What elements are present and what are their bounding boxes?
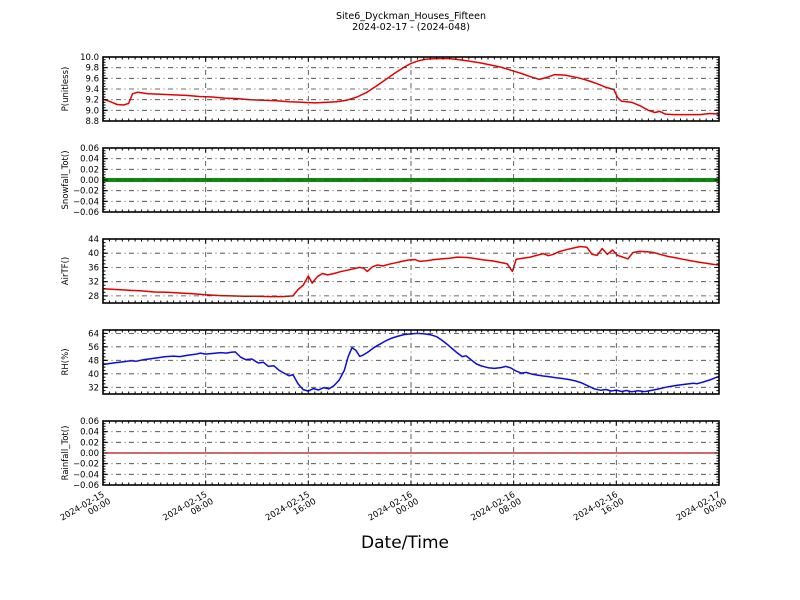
panel-snowfall-tot: −0.06−0.04−0.020.000.020.040.06 Snowfall_…	[61, 144, 720, 218]
y-tick-label: 40	[88, 249, 99, 259]
panel-airtf: 28 32 36 40 44 AirTF()	[61, 235, 720, 304]
x-axis-title: Date/Time	[361, 533, 449, 553]
y-tick-label: −0.02	[73, 460, 99, 470]
series-p-unitless	[103, 57, 719, 116]
y-tick-label: 32	[88, 383, 99, 393]
y-tick-label: 9.6	[85, 74, 99, 84]
y-tick-label: 36	[88, 263, 99, 273]
x-tick-label: 2024-02-1616:00	[572, 489, 626, 531]
series-airtf	[103, 245, 719, 298]
y-tick-label: −0.06	[73, 481, 99, 491]
y-tick-label: 32	[88, 278, 99, 288]
x-tick-label: 2024-02-1700:00	[675, 489, 729, 531]
y-tick-label: 56	[88, 343, 99, 353]
x-tick-labels: 2024-02-1500:00 2024-02-1508:00 2024-02-15…	[59, 489, 729, 531]
y-tick-label: 44	[88, 235, 99, 245]
y-axis-label: Snowfall_Tot()	[61, 150, 71, 209]
y-axis-label: AirTF()	[61, 257, 71, 285]
chart-subtitle: 2024-02-17 - (2024-048)	[352, 22, 470, 33]
y-tick-label: 0.06	[80, 144, 99, 154]
y-tick-label: 48	[88, 356, 99, 366]
y-tick-label: 28	[88, 292, 99, 302]
y-axis-label: P(unitless)	[61, 67, 71, 112]
y-tick-label: −0.04	[73, 197, 99, 207]
y-tick-label: 8.8	[85, 117, 99, 127]
y-tick-label: 9.4	[85, 85, 99, 95]
y-axis-label: Rainfall_Tot()	[61, 426, 71, 481]
x-tick-label: 2024-02-1600:00	[367, 489, 421, 531]
y-tick-label: 0.04	[80, 428, 99, 438]
x-tick-label: 2024-02-1500:00	[59, 489, 113, 531]
y-tick-label: 0.02	[80, 165, 99, 175]
y-tick-label: −0.02	[73, 187, 99, 197]
y-tick-label: 40	[88, 370, 99, 380]
y-tick-label: 0.02	[80, 438, 99, 448]
y-tick-label: −0.06	[73, 208, 99, 218]
x-tick-label: 2024-02-1608:00	[469, 489, 523, 531]
y-tick-label: 9.0	[85, 106, 99, 116]
y-tick-label: 0.06	[80, 417, 99, 427]
y-tick-label: 0.04	[80, 155, 99, 165]
panel-rainfall-tot: −0.06−0.04−0.020.000.020.040.06 Rainfall_…	[61, 417, 720, 491]
y-tick-label: 64	[88, 329, 99, 339]
panel-p-unitless: 8.89.09.29.49.69.810.0 P(unitless)	[61, 53, 720, 127]
y-tick-label: 9.8	[85, 64, 99, 74]
subplot-panels: 8.89.09.29.49.69.810.0P(unitless)−0.06−0…	[61, 53, 720, 491]
panel-rh: 32 40 48 56 64 RH(%)	[61, 329, 720, 395]
x-tick-label: 2024-02-1516:00	[264, 489, 318, 531]
y-axis-label: RH(%)	[61, 348, 71, 375]
chart-title: Site6_Dyckman_Houses_Fifteen	[336, 11, 486, 22]
y-tick-label: 9.2	[85, 96, 99, 106]
y-tick-label: 10.0	[80, 53, 99, 63]
y-tick-label: 0.00	[80, 176, 99, 186]
y-tick-label: 0.00	[80, 449, 99, 459]
y-tick-label: −0.04	[73, 470, 99, 480]
x-tick-label: 2024-02-1508:00	[161, 489, 215, 531]
